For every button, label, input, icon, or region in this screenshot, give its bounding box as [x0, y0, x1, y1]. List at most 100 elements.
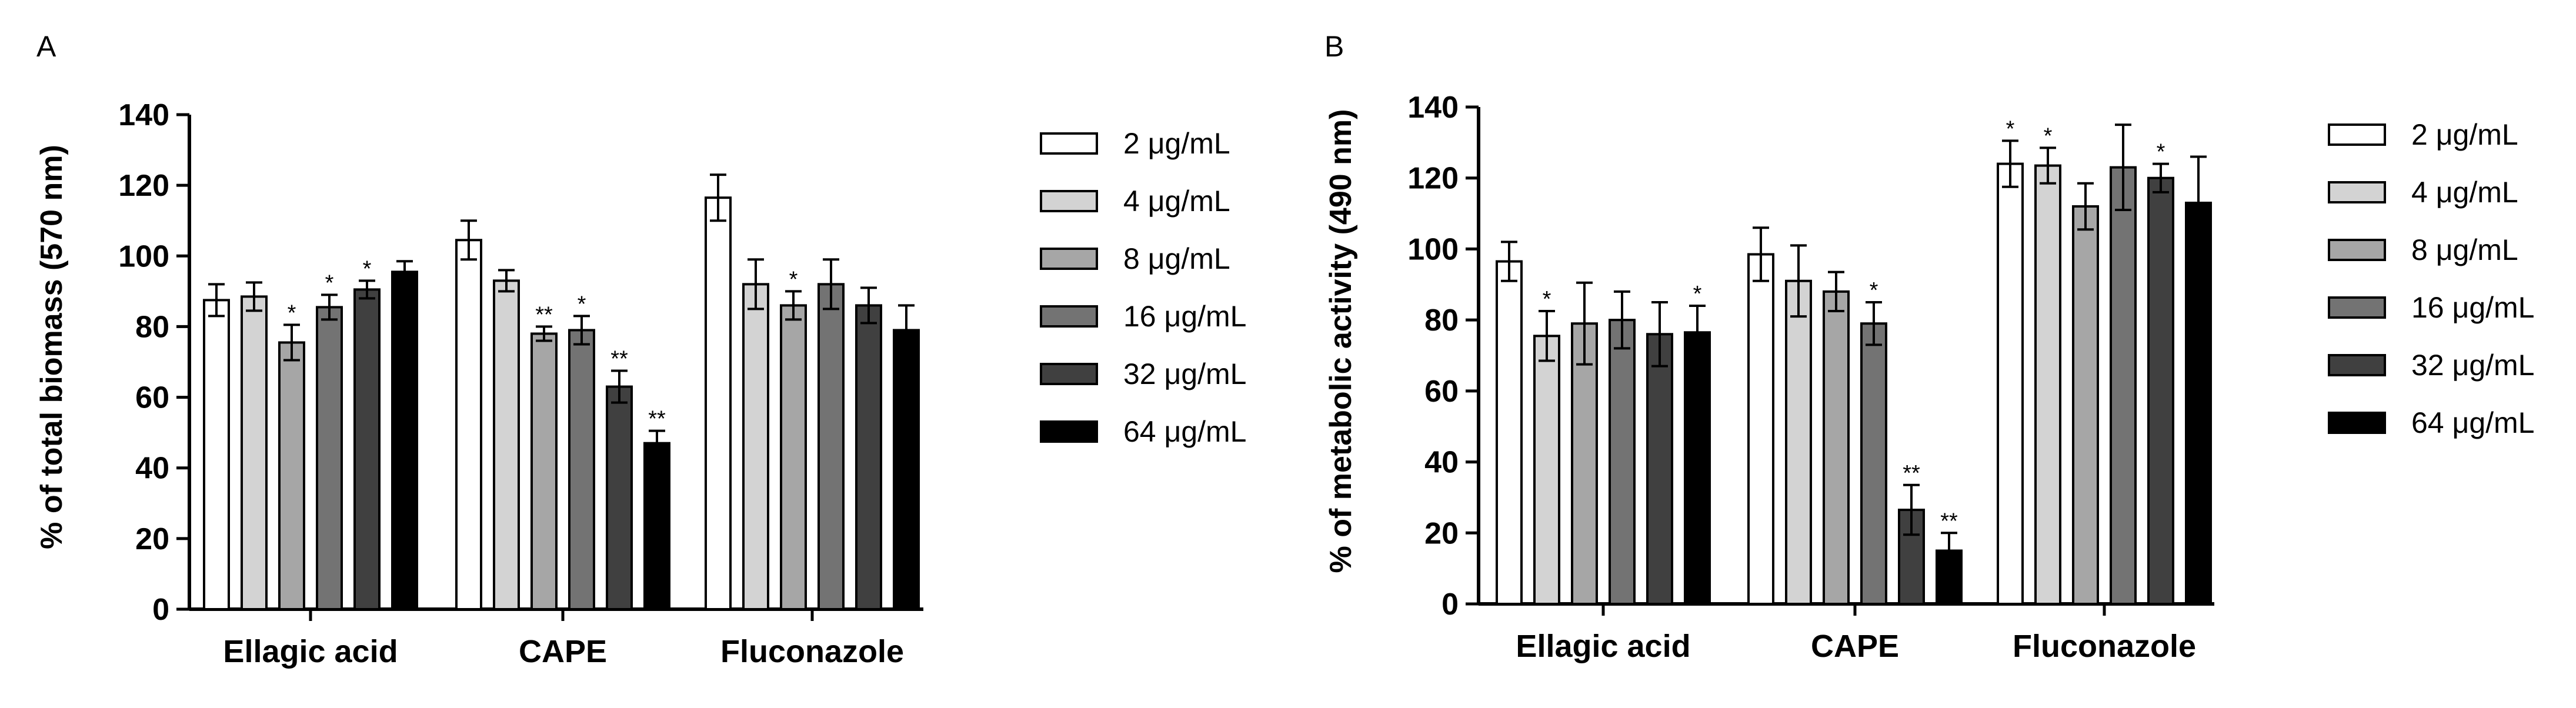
- panel-a-bar: [278, 341, 305, 610]
- panel-b-y-tick-label: 80: [1424, 303, 1459, 338]
- panel-b-y-tick-label: 140: [1407, 91, 1459, 125]
- panel-a-bar: [705, 196, 732, 610]
- panel-b-legend-label: 16 μg/mL: [2411, 291, 2534, 324]
- panel-b-bar: [1646, 333, 1673, 605]
- panel-b-bar: [1785, 279, 1812, 605]
- panel-a-bar: [855, 304, 882, 610]
- panel-a-bar: [241, 295, 268, 610]
- panel-b-significance-label: *: [1870, 278, 1878, 303]
- panel-b-legend-label: 32 μg/mL: [2411, 349, 2534, 382]
- panel-a-significance-label: **: [648, 407, 666, 432]
- panel-a-y-tick-label: 40: [135, 452, 169, 486]
- panel-b-significance-label: *: [2006, 116, 2015, 141]
- panel-b-legend: 2 μg/mL 4 μg/mL 8 μg/mL 16 μg/mL 32 μg/mL 64 …: [2328, 118, 2534, 439]
- panel-a-category-label: CAPE: [519, 634, 607, 669]
- panel-b-significance-label: *: [2157, 140, 2165, 165]
- panel-a-significance-label: *: [789, 267, 798, 292]
- panel-b-bar: [1684, 331, 1711, 606]
- panel-a-category-label: Ellagic acid: [223, 634, 398, 669]
- panel-b-legend-swatch: [2328, 354, 2386, 376]
- panel-b-bar: [1496, 260, 1523, 605]
- panel-a-bar: [493, 279, 520, 611]
- panel-a-bar: [742, 283, 769, 611]
- panel-b-chart: B % of metabolic activity (490 nm) 0 20 40…: [1324, 30, 2534, 664]
- panel-a-category-label: Fluconazole: [720, 634, 904, 669]
- panel-b-legend-swatch: [2328, 239, 2386, 261]
- panel-a-y-tick-label: 60: [135, 381, 169, 415]
- panel-a-legend-swatch: [1040, 190, 1098, 212]
- panel-b-category-label: Ellagic acid: [1516, 629, 1690, 664]
- panel-b-bar: [1533, 335, 1560, 606]
- panel-b-legend-label: 2 μg/mL: [2411, 118, 2518, 151]
- panel-b-category-label: CAPE: [1811, 629, 1899, 664]
- panel-a-legend-swatch: [1040, 132, 1098, 155]
- panel-a-y-tick-label: 80: [135, 310, 169, 344]
- panel-b-bar: [2185, 201, 2212, 605]
- panel-b-significance-label: *: [1693, 282, 1702, 306]
- panel-b-y-tick-label: 120: [1407, 162, 1459, 196]
- panel-b-y-tick-label: 0: [1442, 587, 1459, 622]
- panel-a-bar: [643, 442, 670, 611]
- panel-a-significance-label: *: [363, 256, 372, 281]
- panel-a-significance-label: **: [535, 302, 553, 327]
- panel-b-significance-label: *: [2044, 123, 2053, 148]
- panel-b-legend-swatch: [2328, 296, 2386, 319]
- panel-a-bar: [780, 304, 807, 610]
- panel-b-bar: [1997, 162, 2024, 606]
- panel-a-y-tick-label: 120: [118, 169, 169, 203]
- panel-b-legend-swatch: [2328, 123, 2386, 146]
- panel-b-significance-label: *: [1543, 287, 1551, 312]
- panel-a-legend-swatch: [1040, 305, 1098, 328]
- panel-a-legend: 2 μg/mL 4 μg/mL 8 μg/mL 16 μg/mL 32 μg/mL 64 …: [1040, 127, 1246, 448]
- panel-a-bar: [530, 332, 558, 610]
- panel-a-legend-swatch: [1040, 420, 1098, 443]
- panel-b-bar: [2110, 166, 2137, 606]
- panel-b-legend-label: 4 μg/mL: [2411, 176, 2518, 209]
- panel-b-bar: [1747, 253, 1774, 606]
- panel-b-bar: [1571, 322, 1598, 606]
- panel-b-legend-swatch: [2328, 412, 2386, 434]
- panel-a-bar: [203, 299, 230, 610]
- panel-b-legend-label: 8 μg/mL: [2411, 233, 2518, 266]
- panel-a-y-tick-label: 20: [135, 522, 169, 556]
- panel-a-y-axis-title: % of total biomass (570 nm): [35, 145, 69, 549]
- panel-a-legend-label: 32 μg/mL: [1123, 358, 1246, 390]
- panel-b-y-tick-label: 20: [1424, 516, 1459, 550]
- panel-b-bar: [1609, 319, 1636, 606]
- panel-a-significance-label: *: [578, 292, 586, 316]
- panel-a-bar: [893, 329, 920, 611]
- panel-b-letter: B: [1324, 30, 1344, 63]
- panel-a-legend-swatch: [1040, 363, 1098, 385]
- panel-b-bar: [2034, 164, 2061, 605]
- panel-b-significance-label: **: [1940, 509, 1958, 533]
- panel-a-bar: [316, 306, 343, 610]
- panel-a-y-tick-label: 100: [118, 239, 169, 273]
- panel-a-significance-label: *: [288, 300, 296, 325]
- panel-b-category-label: Fluconazole: [2013, 629, 2196, 664]
- panel-a-significance-label: **: [610, 347, 628, 372]
- panel-a-bar: [606, 385, 633, 610]
- panel-b-legend-swatch: [2328, 181, 2386, 203]
- panel-a-chart: A % of total biomass (570 nm) 0 20 40 60 80 1…: [35, 30, 1246, 669]
- panel-a-legend-label: 16 μg/mL: [1123, 300, 1246, 333]
- panel-b-legend-label: 64 μg/mL: [2411, 406, 2534, 439]
- panel-b-y-tick-label: 60: [1424, 375, 1459, 409]
- panel-a-y-tick-label: 0: [152, 593, 169, 627]
- panel-b-significance-label: **: [1903, 461, 1920, 486]
- panel-b-bar: [2072, 205, 2099, 605]
- panel-a-bar: [817, 283, 845, 611]
- panel-a-y-tick-label: 140: [118, 98, 169, 132]
- panel-b-bar: [2147, 176, 2174, 605]
- panel-a-legend-swatch: [1040, 248, 1098, 270]
- panel-b-bar: [1860, 322, 1887, 606]
- panel-a-legend-label: 64 μg/mL: [1123, 415, 1246, 448]
- panel-a-significance-label: *: [325, 270, 334, 295]
- panel-a-legend-label: 2 μg/mL: [1123, 127, 1230, 160]
- panel-b-bar: [1823, 290, 1850, 606]
- panel-a-bar: [455, 239, 482, 610]
- panel-a-bar: [353, 288, 381, 610]
- panel-b-y-axis-title: % of metabolic activity (490 nm): [1324, 109, 1358, 573]
